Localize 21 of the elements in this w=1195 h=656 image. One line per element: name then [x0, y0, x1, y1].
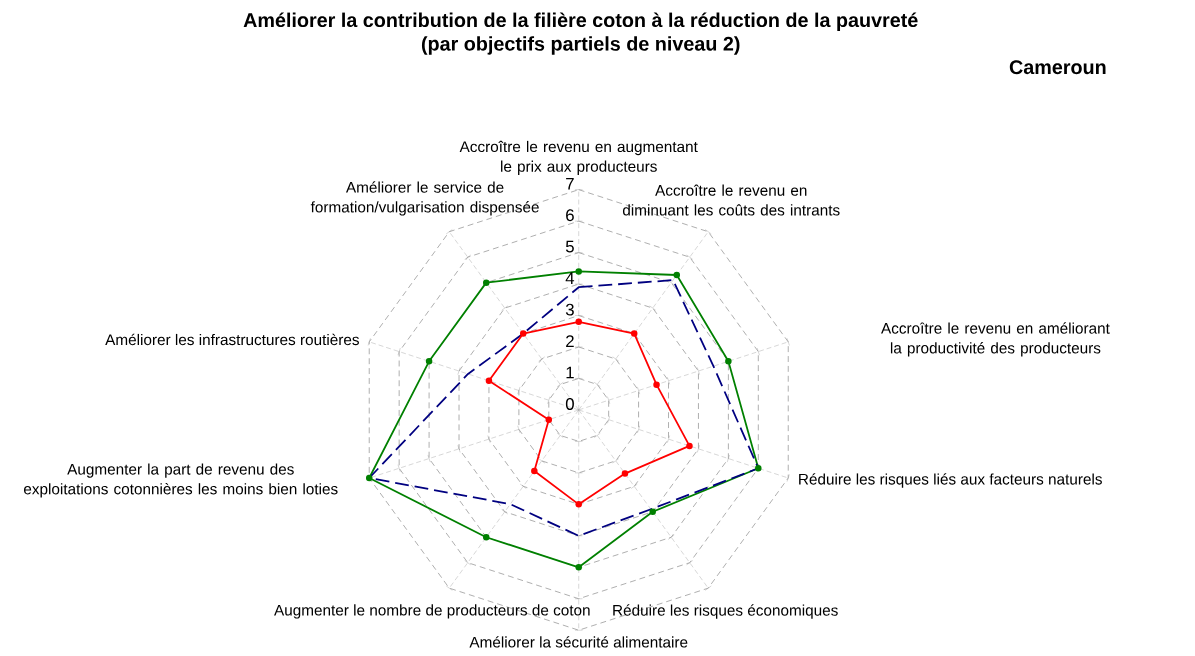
spoke-label: Accroître le revenu en diminuant les coûts des intrants [622, 184, 840, 216]
y-tick-label: 3 [565, 303, 574, 316]
text: Cameroun [1009, 60, 1106, 75]
spoke-label: Réduire les risques liés aux facteurs naturels [799, 473, 1102, 488]
spoke-label: Accroître le revenu en améliorant la productivité des producteurs [881, 322, 1110, 357]
spoke-label: Améliorer les infrastructures routières [105, 333, 359, 346]
y-tick-label: 7 [566, 177, 574, 190]
spoke-label: Accroître le revenu en augmentant le prix aux producteurs [459, 140, 698, 175]
spoke-label: Augmenter le nombre de producteurs de coton [274, 604, 590, 619]
spoke-label: Réduire les risques économiques [613, 604, 838, 619]
spoke-label: Améliorer le service de formation/vulgarisation dispensée [310, 181, 539, 216]
spoke-label: Augmenter la part de revenu des exploitations cotonnières les moins bien loties [23, 463, 338, 498]
y-tick-label: 6 [566, 209, 574, 222]
y-tick-label: 1 [566, 366, 574, 379]
y-tick-label: 4 [565, 272, 575, 284]
spoke-label: Améliorer la sécurité alimentaire [469, 636, 688, 648]
y-tick-label: 2 [566, 335, 574, 347]
chart-subtitle: (par objectifs partiels de niveau 2) [421, 36, 740, 55]
y-tick-label: 5 [565, 240, 574, 253]
y-tick-label: 0 [565, 398, 574, 411]
chart-title: Améliorer la contribution de la filière coton à la réduction de la pauvreté [243, 12, 918, 32]
